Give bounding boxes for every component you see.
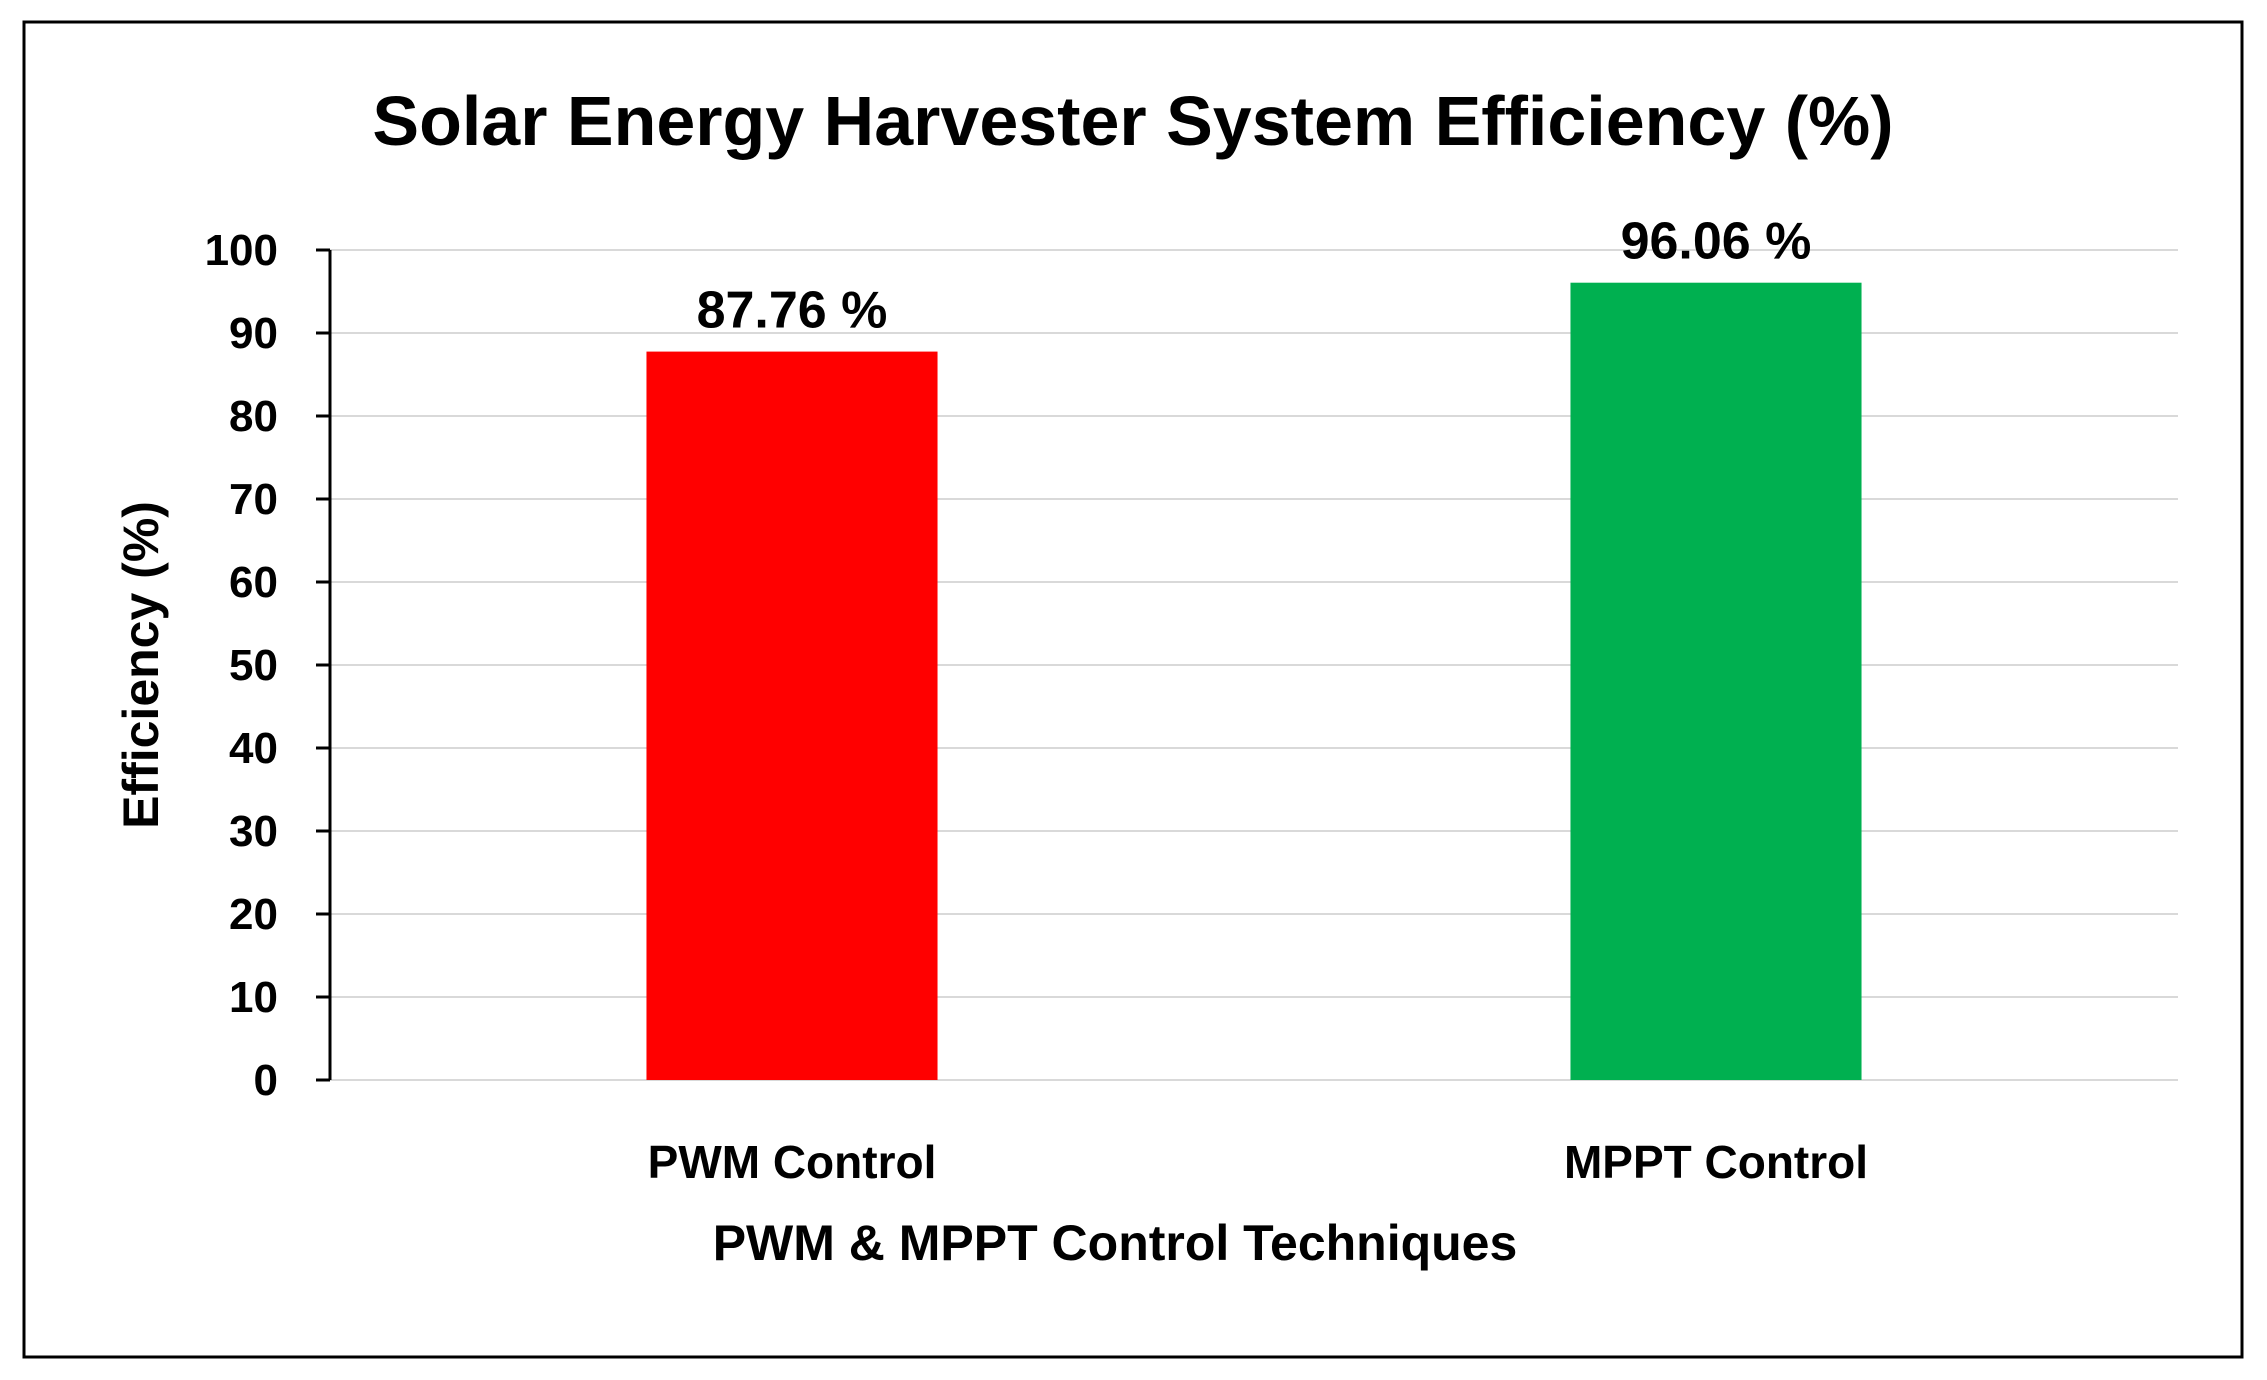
y-tick-label-40: 40 (229, 724, 278, 773)
y-tick-label-10: 10 (229, 973, 278, 1022)
x-axis-title: PWM & MPPT Control Techniques (713, 1215, 1518, 1271)
gridlines (330, 249, 2178, 1081)
data-labels: 87.76 % 96.06 % (697, 213, 1812, 340)
chart-border (22, 20, 2244, 1359)
x-category-label-pwm-control: PWM Control (648, 1136, 937, 1188)
chart-title: Solar Energy Harvester System Efficiency… (372, 82, 1893, 160)
x-axis-category-labels: PWM Control MPPT Control (648, 1136, 1868, 1188)
y-axis-title: Efficiency (%) (113, 501, 169, 829)
bar-mppt-control (1570, 282, 1862, 1080)
y-tick-label-30: 30 (229, 807, 278, 856)
y-tick-label-0: 0 (254, 1056, 278, 1105)
y-tick-label-50: 50 (229, 641, 278, 690)
data-label-mppt-control: 96.06 % (1621, 213, 1812, 271)
y-tick-label-20: 20 (229, 890, 278, 939)
y-tick-label-100: 100 (205, 226, 278, 275)
y-tick-label-90: 90 (229, 309, 278, 358)
y-tick-label-70: 70 (229, 475, 278, 524)
bar-pwm-control (646, 351, 938, 1080)
y-tick-label-60: 60 (229, 558, 278, 607)
y-axis-ticks: 0 10 20 30 40 50 60 70 80 90 100 (205, 226, 330, 1105)
x-category-label-mppt-control: MPPT Control (1564, 1136, 1868, 1188)
data-label-pwm-control: 87.76 % (697, 282, 888, 340)
y-tick-label-80: 80 (229, 392, 278, 441)
bars (646, 282, 1862, 1080)
